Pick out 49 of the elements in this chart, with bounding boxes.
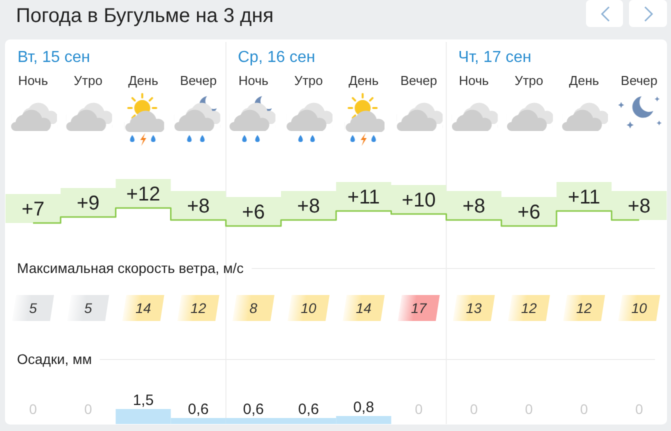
chart-title: Максимальная скорость ветра, м/с (17, 260, 244, 276)
data-label: +8 (186, 196, 210, 218)
x-tick-label: Вечер (400, 73, 438, 88)
data-label: 8 (250, 300, 258, 316)
chart-title: Осадки, мм (17, 351, 92, 367)
data-label: +6 (242, 202, 265, 224)
data-label: 14 (356, 300, 372, 316)
x-tick-label: Ночь (18, 73, 48, 88)
chart-title: Погода в Бугульме на 3 дня (16, 5, 274, 27)
x-tick-label: День (128, 73, 158, 88)
text: Ср, 16 сен (238, 49, 316, 66)
data-label: 0,6 (298, 401, 319, 418)
data-label: 10 (631, 300, 648, 316)
data-label: 10 (300, 300, 317, 316)
x-tick-label: День (569, 73, 600, 88)
data-label: 12 (190, 300, 206, 316)
data-label: +9 (76, 192, 100, 214)
data-label: 0,8 (353, 399, 374, 416)
previous-button[interactable] (586, 0, 623, 27)
x-tick-label: Ночь (238, 73, 269, 88)
data-label: +8 (297, 196, 320, 218)
x-tick-label: Утро (74, 73, 102, 88)
x-tick-label: День (348, 73, 379, 88)
x-tick-label: Утро (294, 73, 323, 88)
x-tick-label: Ночь (458, 73, 490, 88)
data-label: 1,5 (132, 392, 154, 409)
data-label: 14 (135, 300, 152, 316)
text: Чт, 17 сен (458, 49, 532, 66)
next-button[interactable] (629, 0, 667, 27)
x-tick-label: Утро (514, 73, 544, 88)
data-label: +8 (462, 196, 486, 218)
data-label: 5 (84, 300, 92, 316)
data-label: 12 (576, 300, 592, 316)
text: Вт, 15 сен (18, 49, 90, 66)
data-label: 0,6 (243, 401, 264, 418)
data-label: 13 (466, 300, 482, 316)
data-label: 0,6 (188, 401, 209, 418)
data-label: +7 (22, 198, 44, 220)
x-tick-label: Вечер (180, 73, 217, 88)
x-tick-label: Вечер (620, 73, 658, 88)
data-label: +12 (126, 184, 160, 206)
data-label: 5 (29, 300, 38, 316)
data-label: +6 (518, 202, 540, 224)
data-label: +8 (628, 196, 651, 218)
data-label: +11 (568, 186, 600, 208)
data-label: +11 (347, 186, 380, 208)
data-label: 17 (410, 300, 428, 316)
data-label: +10 (402, 190, 436, 212)
data-label: 12 (521, 300, 537, 316)
